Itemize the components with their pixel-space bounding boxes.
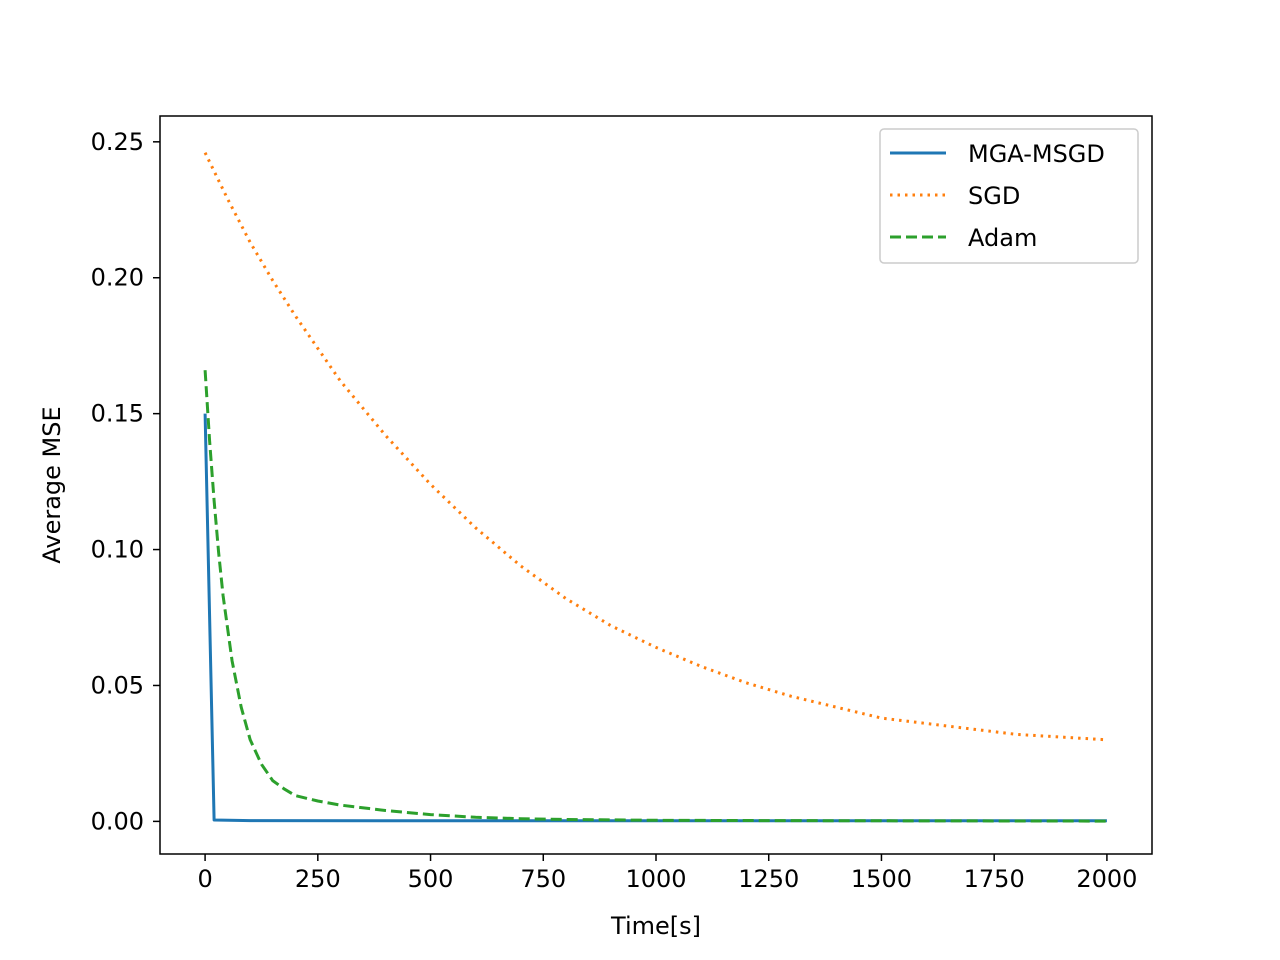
x-tick-label: 1750 (964, 865, 1025, 893)
legend-label: MGA-MSGD (968, 140, 1105, 168)
x-tick-label: 0 (197, 865, 212, 893)
y-tick-label: 0.00 (91, 807, 144, 835)
x-tick-label: 500 (408, 865, 454, 893)
x-axis: 0 250 500 750 1000 1250 1500 1750 2000 (197, 854, 1137, 893)
x-tick-label: 250 (295, 865, 341, 893)
y-tick-label: 0.05 (91, 671, 144, 699)
x-tick-label: 2000 (1076, 865, 1137, 893)
legend-label: Adam (968, 224, 1037, 252)
legend-box (879, 128, 1139, 264)
series-layer (203, 152, 1107, 823)
legend-label: SGD (968, 182, 1020, 210)
x-tick-label: 1500 (851, 865, 912, 893)
y-tick-label: 0.25 (91, 128, 144, 156)
y-axis-label: Average MSE (38, 406, 66, 563)
x-axis-label: Time[s] (610, 912, 701, 940)
x-tick-label: 1000 (625, 865, 686, 893)
y-tick-label: 0.10 (91, 536, 144, 564)
legend: MGA-MSGD SGD Adam (879, 128, 1139, 264)
y-tick-label: 0.15 (91, 400, 144, 428)
y-tick-label: 0.20 (91, 264, 144, 292)
x-tick-label: 1250 (738, 865, 799, 893)
x-tick-label: 750 (520, 865, 566, 893)
series-line-adam (203, 370, 1107, 823)
y-axis: 0.00 0.05 0.10 0.15 0.20 0.25 (91, 128, 160, 835)
